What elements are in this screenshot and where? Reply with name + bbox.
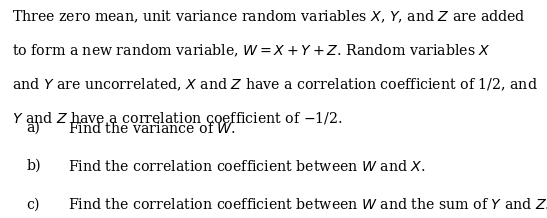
Text: Find the correlation coefficient between $W$ and the sum of $Y$ and $Z$.: Find the correlation coefficient between…	[68, 197, 547, 212]
Text: Three zero mean, unit variance random variables $X$, $Y$, and $Z$ are added: Three zero mean, unit variance random va…	[12, 9, 526, 25]
Text: Find the variance of $W$.: Find the variance of $W$.	[68, 121, 236, 136]
Text: a): a)	[26, 121, 40, 135]
Text: c): c)	[26, 197, 40, 211]
Text: and $Y$ are uncorrelated, $X$ and $Z$ have a correlation coefficient of 1/2, and: and $Y$ are uncorrelated, $X$ and $Z$ ha…	[12, 76, 538, 93]
Text: Find the correlation coefficient between $W$ and $X$.: Find the correlation coefficient between…	[68, 159, 426, 174]
Text: b): b)	[26, 159, 41, 173]
Text: $Y$ and $Z$ have a correlation coefficient of $-$1/2.: $Y$ and $Z$ have a correlation coefficie…	[12, 110, 343, 126]
Text: to form a new random variable, $W = X + Y + Z$. Random variables $X$: to form a new random variable, $W = X + …	[12, 43, 491, 59]
